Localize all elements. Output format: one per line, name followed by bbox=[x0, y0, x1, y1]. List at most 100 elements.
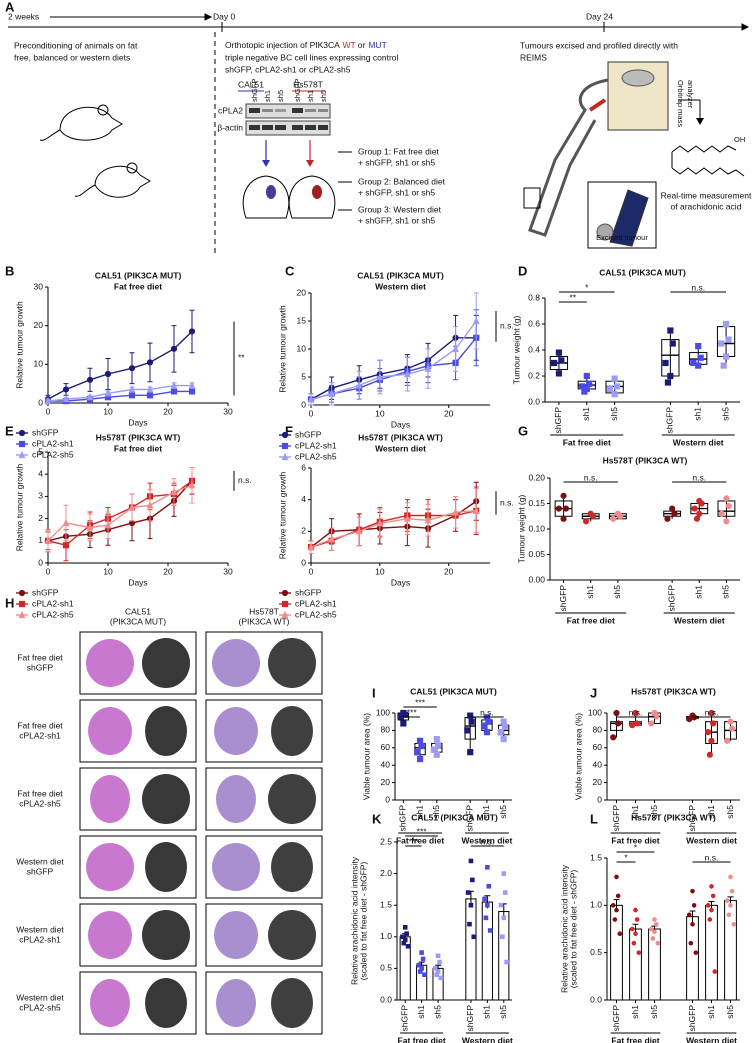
y-tick-label: 20 bbox=[297, 287, 307, 297]
marker bbox=[470, 877, 475, 883]
marker bbox=[414, 749, 421, 756]
marker bbox=[710, 893, 716, 899]
marker bbox=[691, 903, 697, 908]
text-part: Orthotopic injection of PIK3CA bbox=[225, 40, 340, 50]
significance-label: n.s. bbox=[500, 321, 514, 331]
marker bbox=[705, 903, 711, 908]
y-tick-label: 0.8 bbox=[528, 292, 540, 302]
marker bbox=[355, 527, 363, 535]
y-axis-label: Relative arachidonic acid intensity bbox=[559, 864, 569, 993]
y-tick-label: 6 bbox=[301, 462, 306, 472]
y-axis-label: Tumour weight (g) bbox=[516, 495, 526, 564]
x-tick-label: sh5 bbox=[725, 1005, 735, 1019]
text-part: MUT bbox=[368, 40, 386, 50]
marker bbox=[328, 534, 336, 543]
marker bbox=[500, 736, 507, 743]
group-label: Western diet bbox=[461, 835, 512, 845]
x-tick-label: 20 bbox=[444, 566, 454, 576]
bar bbox=[686, 916, 699, 1001]
marker bbox=[652, 929, 657, 935]
legend-label: cPLA2-sh5 bbox=[32, 449, 74, 459]
group-label: Fat free diet bbox=[611, 1035, 659, 1043]
marker bbox=[452, 344, 459, 353]
marker bbox=[170, 381, 178, 389]
marker bbox=[613, 383, 621, 390]
marker bbox=[722, 320, 730, 328]
instrument-label: analyzer bbox=[686, 80, 695, 109]
y-tick-label: 0 bbox=[385, 794, 390, 804]
he-stain bbox=[212, 639, 260, 687]
x-tick-label: shGFP bbox=[666, 585, 676, 612]
group-label: + shGFP, sh1 or sh5 bbox=[358, 157, 435, 167]
tumour bbox=[312, 185, 322, 199]
marker bbox=[550, 359, 558, 367]
y-tick-label: 0.6 bbox=[528, 318, 540, 328]
series-line bbox=[310, 510, 477, 548]
marker bbox=[485, 718, 492, 725]
x-tick-label: shGFP bbox=[464, 805, 474, 832]
row-label: cPLA2-sh1 bbox=[19, 730, 61, 740]
marker bbox=[589, 513, 597, 520]
ihc-stain bbox=[145, 706, 187, 756]
y-tick-label: 0.4 bbox=[528, 344, 540, 354]
group-label: Western diet bbox=[674, 615, 725, 625]
row-label: Western diet bbox=[16, 992, 64, 1002]
band bbox=[305, 109, 316, 112]
marker bbox=[615, 893, 621, 899]
group-label: Western diet bbox=[462, 1035, 513, 1043]
panel-label: E bbox=[5, 423, 14, 438]
x-tick-label: shGFP bbox=[465, 1005, 475, 1032]
marker bbox=[482, 896, 487, 902]
probe bbox=[609, 189, 649, 247]
legend-label: shGFP bbox=[295, 587, 322, 597]
marker bbox=[610, 734, 617, 741]
series-line bbox=[47, 384, 192, 402]
series-line bbox=[310, 337, 477, 401]
he-stain bbox=[86, 843, 134, 891]
marker bbox=[650, 936, 656, 941]
group-label: Western diet bbox=[686, 835, 737, 845]
marker bbox=[695, 362, 702, 369]
y-axis-label: Relative arachidonic acid intensity bbox=[349, 856, 359, 985]
x-tick-label: sh5 bbox=[498, 805, 508, 819]
he-stain bbox=[214, 707, 258, 755]
marker bbox=[583, 372, 590, 380]
marker bbox=[188, 388, 196, 395]
chart-subtitle: Fat free diet bbox=[114, 443, 162, 453]
group-label: Fat free diet bbox=[396, 835, 444, 845]
marker bbox=[307, 542, 315, 551]
he-stain bbox=[86, 639, 134, 687]
band bbox=[275, 109, 286, 112]
marker bbox=[693, 950, 699, 955]
marker bbox=[667, 327, 674, 334]
y-tick-label: 100 bbox=[376, 707, 390, 717]
marker bbox=[724, 737, 731, 744]
marker bbox=[581, 388, 588, 395]
legend-label: cPLA2-sh5 bbox=[295, 609, 337, 619]
x-axis-label: Days bbox=[391, 419, 410, 429]
marker bbox=[62, 394, 70, 403]
marker bbox=[662, 359, 669, 367]
marker bbox=[555, 505, 562, 512]
lane-labels: shGFP sh1 sh5 shGFP sh1 sh5 bbox=[250, 79, 328, 102]
x-tick-label: 0 bbox=[309, 408, 314, 418]
inset-label: Excised tumour bbox=[596, 233, 648, 242]
y-tick-label: 0.00 bbox=[528, 574, 545, 584]
marker bbox=[555, 349, 563, 356]
he-stain bbox=[214, 911, 258, 959]
marker bbox=[708, 737, 715, 744]
legend-label: shGFP bbox=[32, 587, 59, 597]
legend-label: cPLA2-sh1 bbox=[32, 438, 74, 448]
significance-label: n.s. bbox=[584, 472, 598, 482]
arrow-head bbox=[262, 160, 270, 167]
marker bbox=[504, 959, 509, 965]
y-tick-label: 0.0 bbox=[590, 994, 602, 1004]
chart-title: Hs578T (PIK3CA WT) bbox=[96, 432, 181, 442]
marker bbox=[452, 508, 459, 516]
x-tick-label: shGFP bbox=[553, 407, 563, 434]
blot-bands bbox=[249, 108, 328, 130]
marker bbox=[633, 907, 638, 913]
lane-label: shGFP bbox=[250, 79, 259, 102]
panel-label: K bbox=[372, 811, 382, 826]
significance-label: *** bbox=[417, 826, 428, 836]
